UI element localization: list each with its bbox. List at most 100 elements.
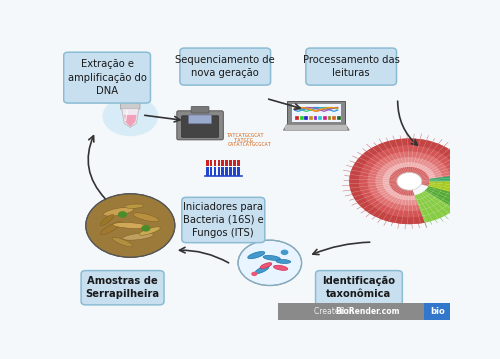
Wedge shape — [424, 184, 436, 194]
Wedge shape — [414, 191, 430, 200]
Wedge shape — [418, 197, 442, 210]
Ellipse shape — [255, 266, 269, 274]
FancyBboxPatch shape — [306, 48, 396, 85]
Circle shape — [251, 272, 258, 276]
Text: Created in: Created in — [314, 307, 356, 316]
Ellipse shape — [112, 237, 133, 247]
Bar — [214, 167, 216, 176]
Wedge shape — [430, 185, 443, 197]
Text: Extração e
amplificação do
DNA: Extração e amplificação do DNA — [68, 60, 146, 96]
FancyBboxPatch shape — [182, 116, 218, 137]
Text: Sequenciamento de
nova geração: Sequenciamento de nova geração — [176, 55, 275, 78]
Wedge shape — [435, 181, 444, 190]
Text: Identificação
taxonômica: Identificação taxonômica — [322, 276, 396, 299]
Bar — [218, 167, 220, 176]
Text: BioRender.com: BioRender.com — [336, 307, 400, 316]
Wedge shape — [350, 139, 470, 224]
Bar — [233, 160, 235, 166]
Polygon shape — [284, 124, 349, 130]
Wedge shape — [442, 181, 451, 191]
Bar — [323, 116, 327, 120]
FancyBboxPatch shape — [64, 52, 150, 103]
Text: TATGCG: TATGCG — [231, 138, 253, 143]
Ellipse shape — [100, 215, 114, 225]
Bar — [233, 167, 235, 176]
Bar — [225, 167, 228, 176]
Polygon shape — [124, 115, 136, 127]
Wedge shape — [368, 151, 451, 211]
Bar — [286, 125, 348, 130]
Circle shape — [118, 211, 127, 218]
FancyBboxPatch shape — [316, 271, 402, 305]
Bar — [237, 167, 240, 176]
Wedge shape — [382, 162, 436, 201]
Wedge shape — [448, 187, 468, 209]
Ellipse shape — [123, 233, 154, 240]
Bar — [222, 160, 224, 166]
FancyBboxPatch shape — [188, 115, 212, 124]
Wedge shape — [420, 200, 448, 216]
Bar — [309, 116, 313, 120]
Wedge shape — [375, 157, 444, 206]
Bar — [237, 160, 240, 166]
Circle shape — [397, 172, 421, 190]
Ellipse shape — [276, 260, 290, 264]
Bar — [225, 160, 228, 166]
Wedge shape — [448, 181, 460, 194]
Wedge shape — [416, 194, 436, 205]
Text: bio: bio — [430, 307, 444, 316]
Wedge shape — [456, 181, 469, 196]
Circle shape — [102, 97, 158, 136]
Circle shape — [238, 240, 302, 285]
Wedge shape — [436, 186, 450, 200]
Bar — [229, 160, 232, 166]
Bar — [332, 116, 336, 120]
Ellipse shape — [260, 263, 272, 269]
Wedge shape — [459, 174, 469, 189]
Bar — [278, 303, 428, 320]
Text: Iniciadores para
Bacteria (16S) e
Fungos (ITS): Iniciadores para Bacteria (16S) e Fungos… — [183, 202, 264, 238]
Bar — [295, 116, 299, 120]
Bar — [214, 160, 216, 166]
Circle shape — [86, 194, 175, 257]
Polygon shape — [287, 101, 346, 124]
Polygon shape — [292, 104, 341, 122]
Bar — [424, 303, 450, 320]
FancyBboxPatch shape — [81, 271, 164, 305]
Polygon shape — [122, 108, 139, 127]
Bar — [210, 160, 212, 166]
Ellipse shape — [139, 227, 160, 235]
Ellipse shape — [124, 204, 144, 208]
Bar — [318, 116, 322, 120]
Text: TATCATGCGCAT: TATCATGCGCAT — [227, 133, 264, 138]
Bar — [218, 160, 220, 166]
Ellipse shape — [248, 252, 265, 259]
Bar — [206, 160, 208, 166]
FancyBboxPatch shape — [177, 111, 224, 140]
Wedge shape — [436, 177, 444, 186]
Ellipse shape — [133, 213, 158, 222]
Bar — [222, 167, 224, 176]
Bar — [229, 167, 232, 176]
Wedge shape — [359, 145, 460, 217]
Wedge shape — [442, 186, 459, 204]
Ellipse shape — [100, 222, 121, 235]
Ellipse shape — [274, 265, 288, 270]
Circle shape — [280, 250, 288, 255]
Bar — [304, 116, 308, 120]
FancyBboxPatch shape — [180, 48, 270, 85]
Text: Amostras de
Serrapilheira: Amostras de Serrapilheira — [86, 276, 160, 299]
Bar — [206, 167, 208, 176]
Bar — [314, 116, 318, 120]
Text: Processamento das
leituras: Processamento das leituras — [303, 55, 400, 78]
Wedge shape — [422, 204, 456, 223]
Bar — [300, 116, 304, 120]
Wedge shape — [350, 139, 470, 224]
FancyBboxPatch shape — [120, 102, 140, 109]
Bar — [328, 116, 332, 120]
Text: CATATCATGCGCAT: CATATCATGCGCAT — [227, 143, 271, 148]
Circle shape — [141, 225, 150, 232]
Wedge shape — [429, 178, 436, 185]
Wedge shape — [428, 181, 436, 188]
Wedge shape — [450, 175, 460, 187]
